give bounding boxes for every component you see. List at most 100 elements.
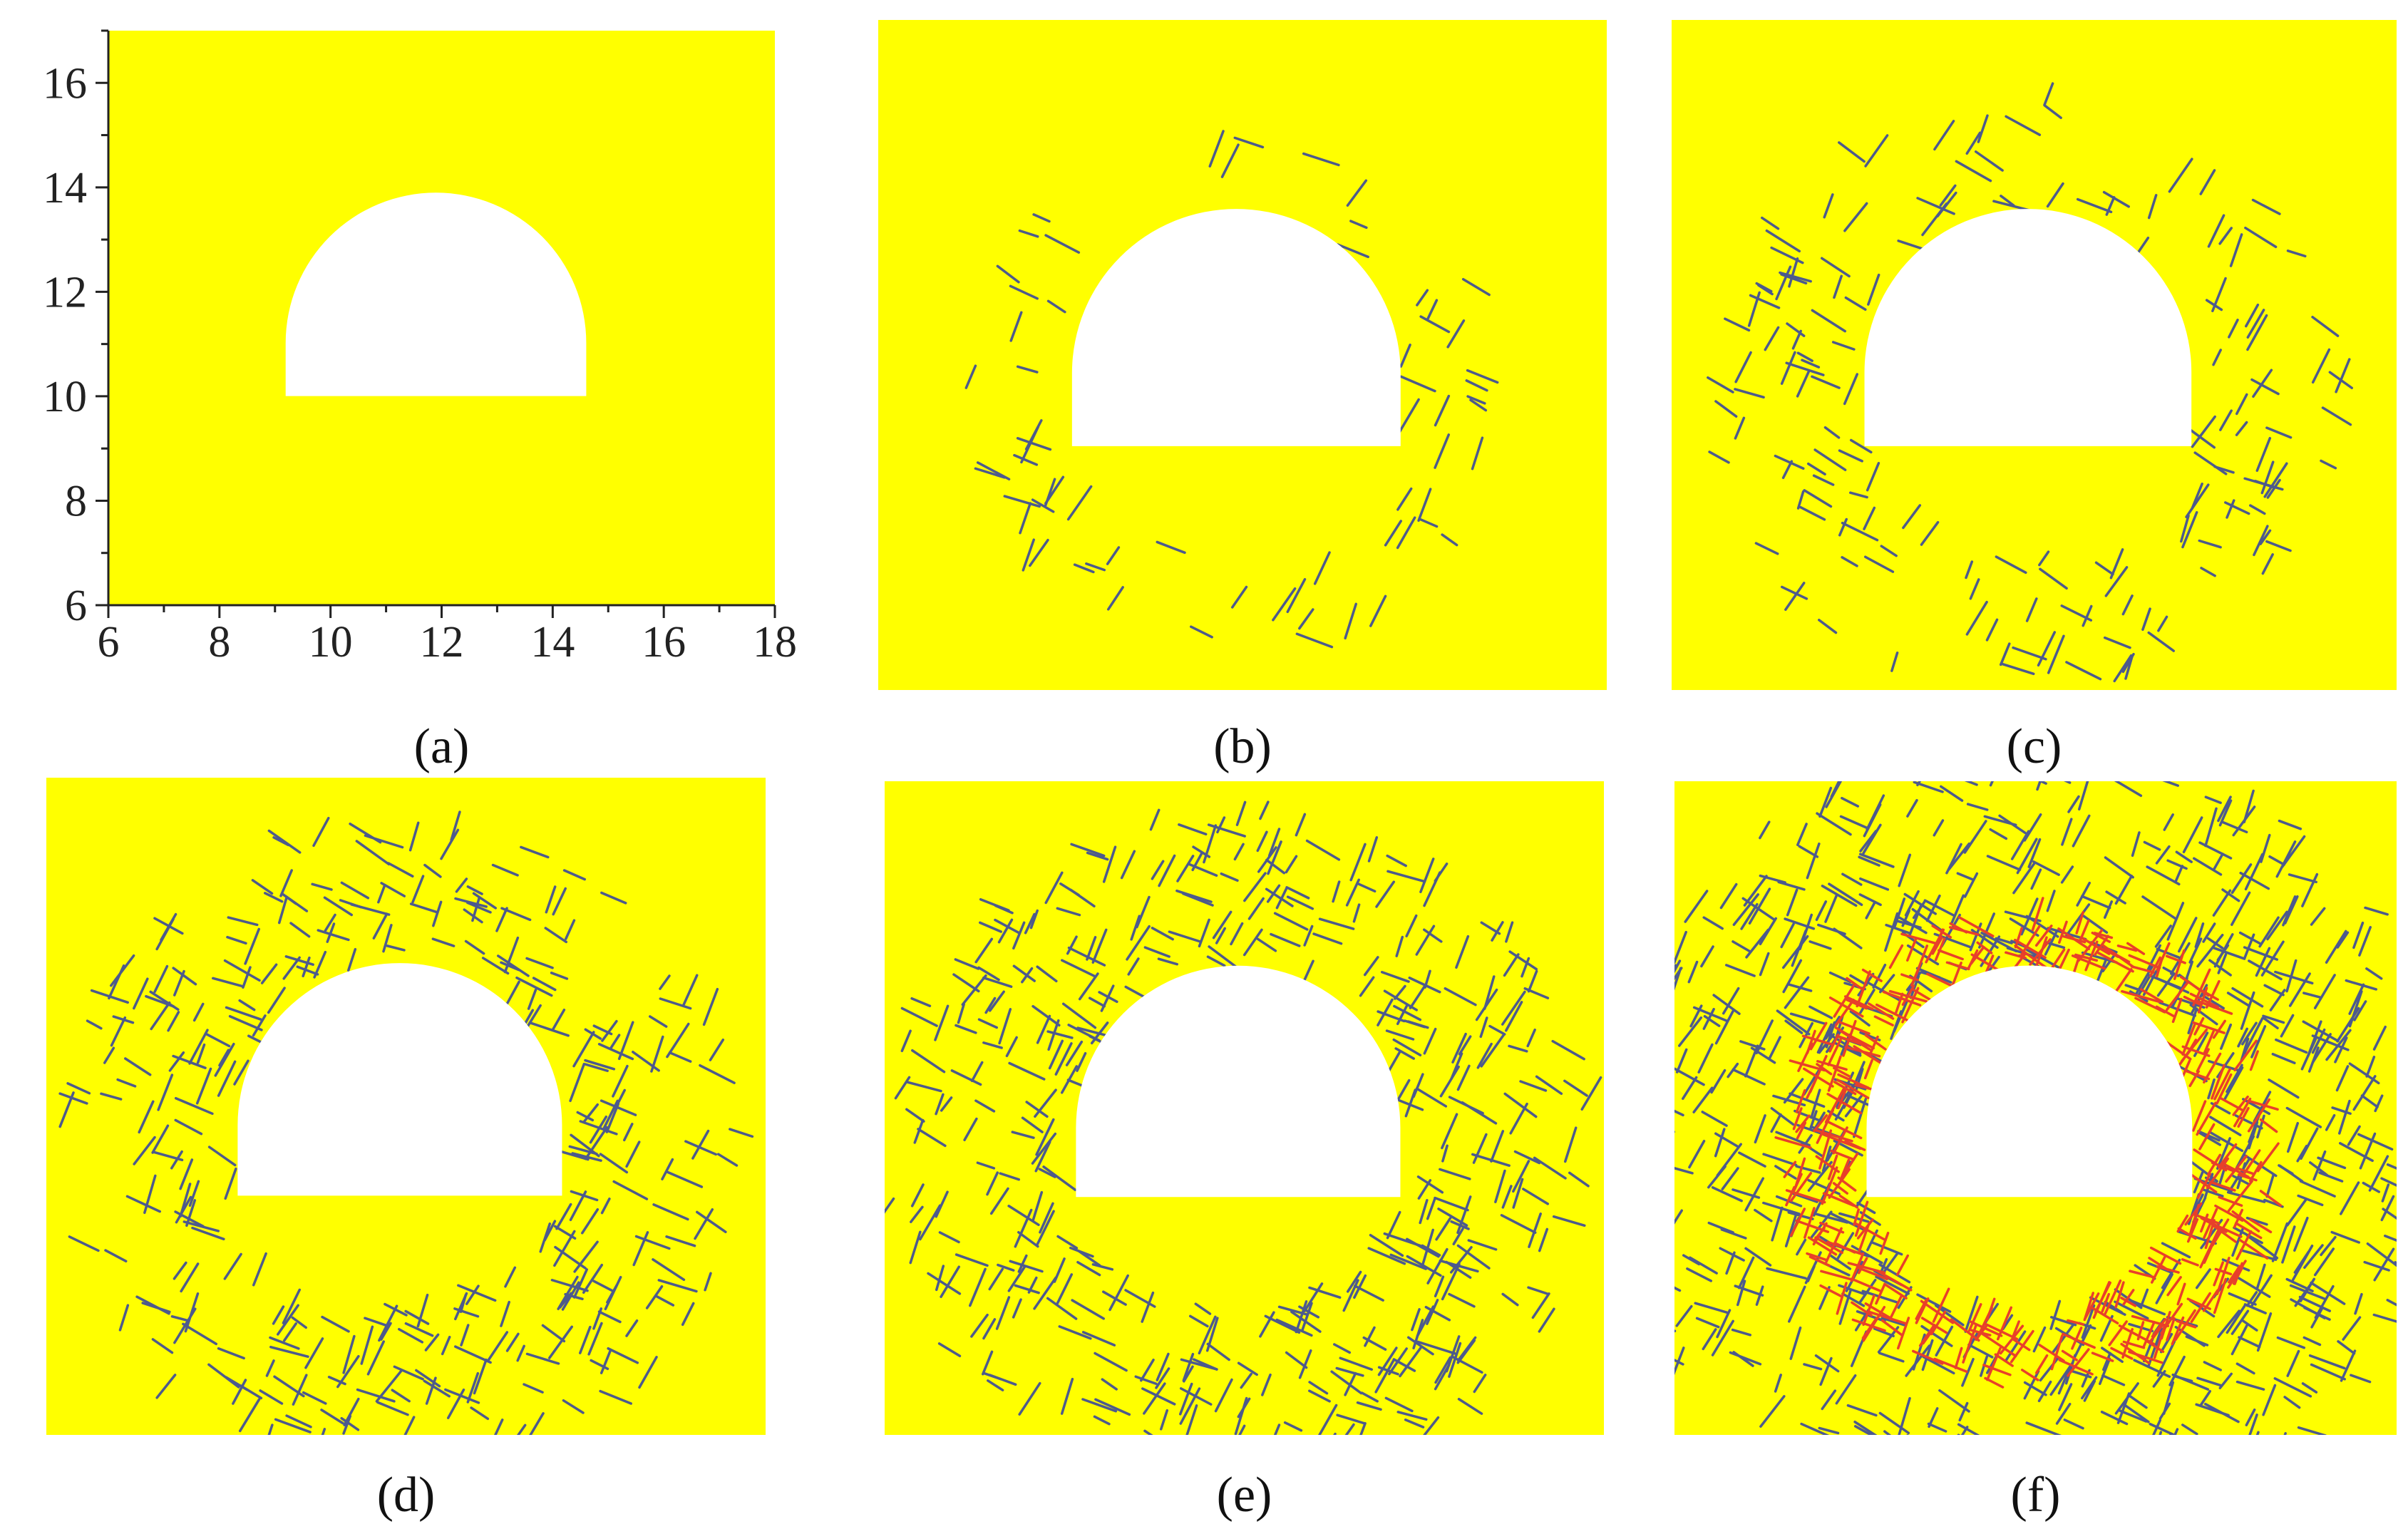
crack <box>2080 895 2111 910</box>
crack <box>2012 1338 2031 1352</box>
crack <box>1788 257 1799 288</box>
crack <box>2302 1336 2322 1347</box>
crack <box>2226 1190 2266 1203</box>
crack <box>681 974 699 1007</box>
crack <box>321 1315 350 1333</box>
crack <box>1799 505 1826 521</box>
crack <box>2104 1495 2132 1503</box>
crack <box>279 869 293 897</box>
crack <box>2193 451 2228 475</box>
crack <box>2055 1402 2072 1425</box>
crack <box>1833 274 1843 299</box>
crack <box>1048 1039 1064 1070</box>
crack <box>2286 1198 2307 1227</box>
crack <box>1786 888 1799 917</box>
crack <box>497 954 530 977</box>
crack <box>1827 1038 1842 1066</box>
crack <box>2129 1270 2156 1279</box>
crack <box>986 1171 999 1196</box>
crack <box>1881 1252 1899 1275</box>
crack <box>2174 1309 2196 1342</box>
crack <box>1827 1055 1842 1092</box>
crack <box>1143 1429 1153 1435</box>
crack <box>1501 990 1526 1026</box>
crack <box>138 1100 155 1134</box>
crack <box>1521 957 1530 978</box>
crack <box>900 1029 912 1053</box>
crack <box>1426 299 1439 321</box>
crack <box>581 1208 600 1235</box>
crack <box>2186 1297 2211 1310</box>
crack <box>1842 1152 1859 1176</box>
crack <box>2204 796 2222 805</box>
crack <box>1915 1299 1928 1320</box>
crack <box>1215 927 1226 944</box>
crack <box>1858 853 1895 868</box>
crack <box>544 927 568 944</box>
crack <box>1795 1114 1811 1133</box>
crack <box>1893 897 1906 928</box>
crack <box>1434 1196 1469 1212</box>
crack <box>995 1296 1011 1330</box>
crack <box>1029 909 1039 930</box>
crack <box>1831 341 1856 351</box>
crack <box>1621 1275 1636 1283</box>
crack <box>1694 1302 1729 1314</box>
crack <box>1151 927 1174 941</box>
crack <box>398 1327 424 1344</box>
crack <box>1298 608 1314 630</box>
crack <box>2074 953 2099 962</box>
crack <box>1416 1340 1456 1355</box>
crack <box>327 1376 346 1386</box>
crack <box>1711 1319 1734 1356</box>
crack <box>996 264 1020 284</box>
x-tick-label: 10 <box>309 618 353 666</box>
crack <box>86 1019 103 1030</box>
crack <box>2104 856 2134 879</box>
crack <box>2231 1227 2245 1257</box>
crack <box>1448 1342 1462 1378</box>
crack <box>2325 930 2347 964</box>
crack <box>937 1342 962 1358</box>
crack <box>1090 1021 1109 1045</box>
crack <box>2175 850 2193 863</box>
crack <box>304 1337 324 1369</box>
crack <box>252 1252 267 1287</box>
crack <box>997 1263 1015 1272</box>
crack <box>292 1374 308 1406</box>
crack <box>2337 1340 2356 1355</box>
crack <box>504 1266 517 1288</box>
crack <box>460 1324 470 1347</box>
crack <box>2209 1131 2244 1153</box>
crack <box>2061 818 2073 846</box>
crack <box>1185 1404 1198 1435</box>
crack <box>1031 498 1055 513</box>
crack <box>1151 860 1165 880</box>
crack <box>291 1316 307 1329</box>
crack <box>1312 932 1343 945</box>
crack <box>2149 1323 2164 1343</box>
crack <box>296 965 319 976</box>
crack <box>2171 1316 2185 1346</box>
crack <box>2353 1000 2367 1021</box>
crack <box>964 364 977 389</box>
crack <box>1995 937 2013 944</box>
crack <box>1408 977 1441 994</box>
crack <box>2231 987 2264 1008</box>
crack <box>1777 880 1806 891</box>
crack <box>153 964 169 994</box>
crack <box>1385 1029 1415 1041</box>
crack <box>2072 956 2081 974</box>
crack <box>2221 820 2248 834</box>
crack <box>1458 1035 1472 1056</box>
crack <box>112 1015 135 1024</box>
crack <box>272 836 289 847</box>
crack <box>2213 1277 2228 1314</box>
crack <box>2250 1451 2263 1468</box>
crack <box>2060 604 2093 622</box>
crack <box>1954 1347 1963 1369</box>
crack <box>1916 1293 1952 1313</box>
crack <box>1889 1446 1910 1458</box>
crack <box>2228 1292 2257 1306</box>
crack <box>173 1261 187 1280</box>
